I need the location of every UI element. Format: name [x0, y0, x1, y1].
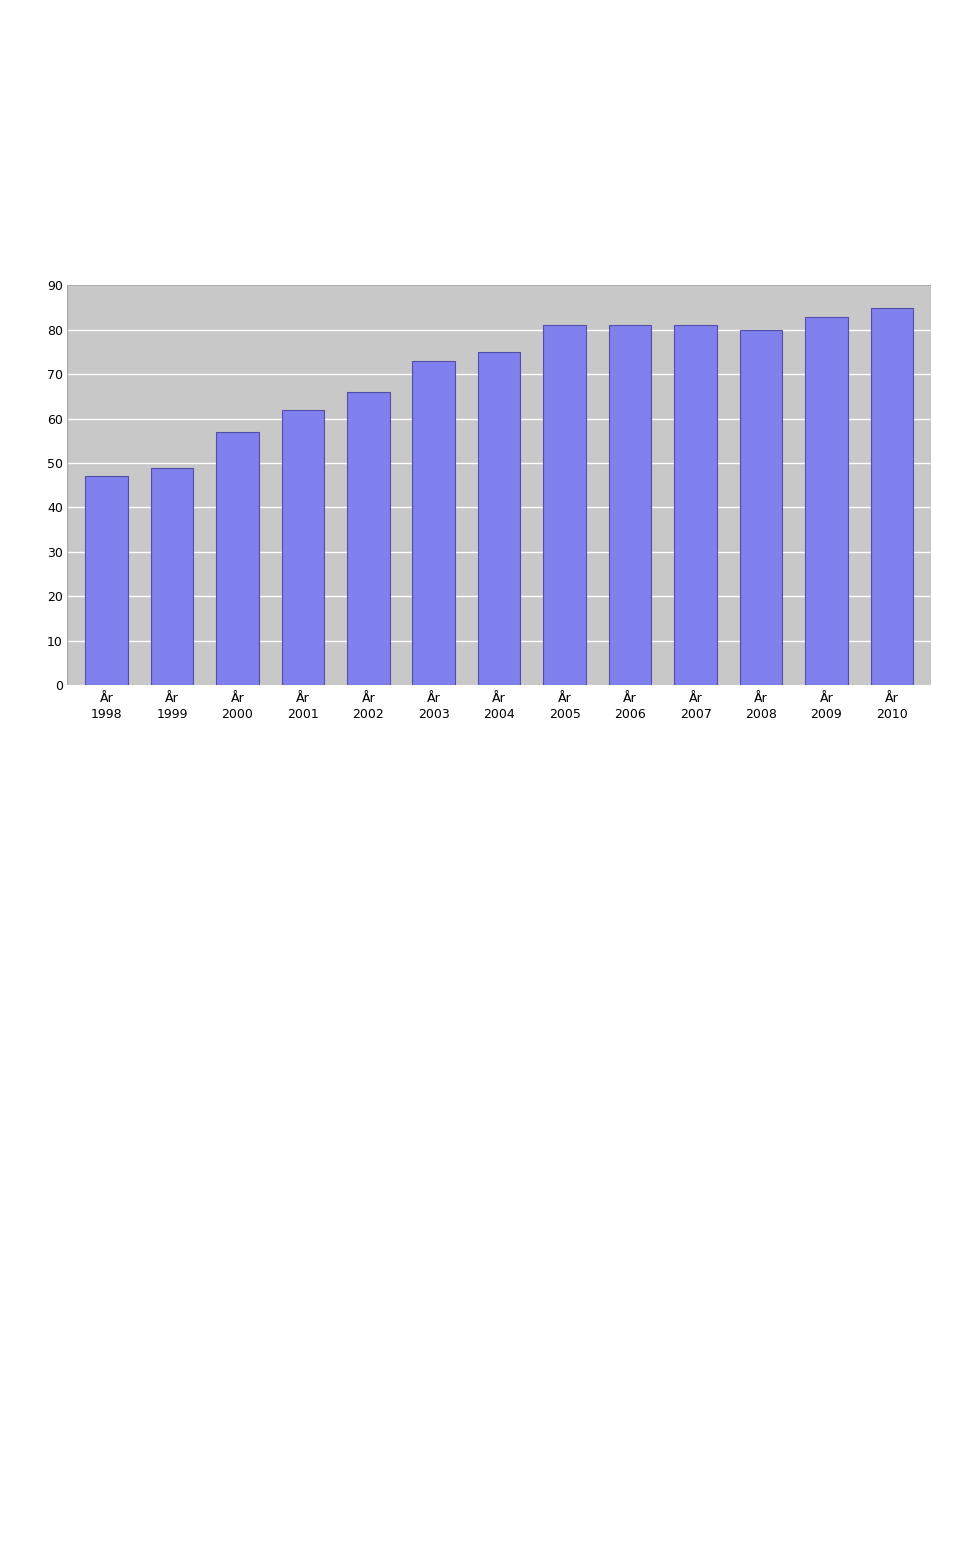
Bar — [478, 352, 520, 685]
Bar — [805, 316, 848, 685]
Bar — [216, 432, 258, 685]
Bar — [347, 392, 390, 685]
Bar — [151, 468, 193, 685]
Bar — [281, 410, 324, 685]
Bar — [413, 361, 455, 685]
Bar — [609, 326, 652, 685]
Bar — [871, 307, 913, 685]
Bar — [85, 477, 128, 685]
Bar — [674, 326, 717, 685]
Bar — [67, 285, 931, 685]
Bar — [740, 330, 782, 685]
Bar — [543, 326, 586, 685]
